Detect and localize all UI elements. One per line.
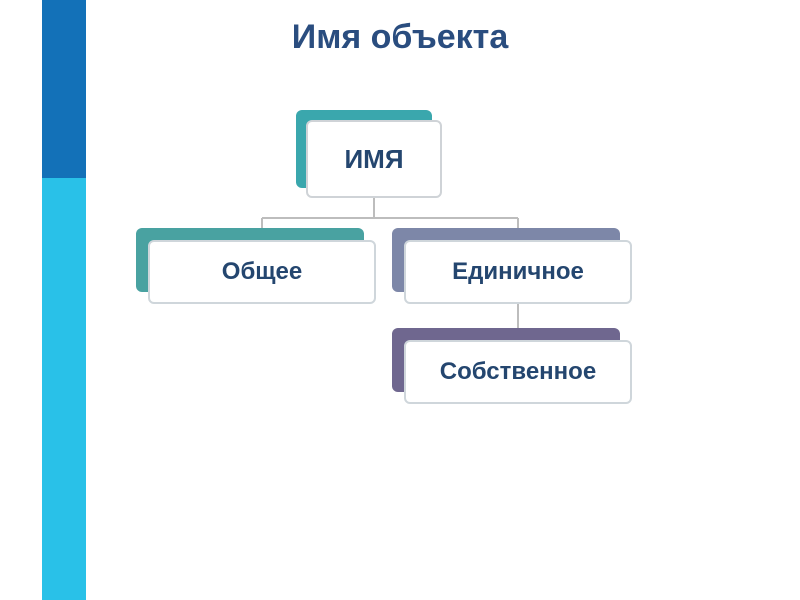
node-root-label: ИМЯ <box>344 144 403 175</box>
node-child-label: Собственное <box>440 358 596 386</box>
connector-seg <box>262 217 374 219</box>
node-child-card: Собственное <box>404 340 632 404</box>
slide-title: Имя объекта <box>0 18 800 57</box>
connector-seg <box>374 217 518 219</box>
slide-stage: Имя объекта ИМЯ Общее Единичное Собствен… <box>0 0 800 600</box>
stripe-bottom <box>42 178 86 600</box>
node-right-label: Единичное <box>452 258 584 286</box>
stripe-top <box>42 0 86 178</box>
node-root-card: ИМЯ <box>306 120 442 198</box>
connector-seg <box>373 198 375 218</box>
node-left-card: Общее <box>148 240 376 304</box>
node-right-card: Единичное <box>404 240 632 304</box>
node-left-label: Общее <box>222 258 302 286</box>
